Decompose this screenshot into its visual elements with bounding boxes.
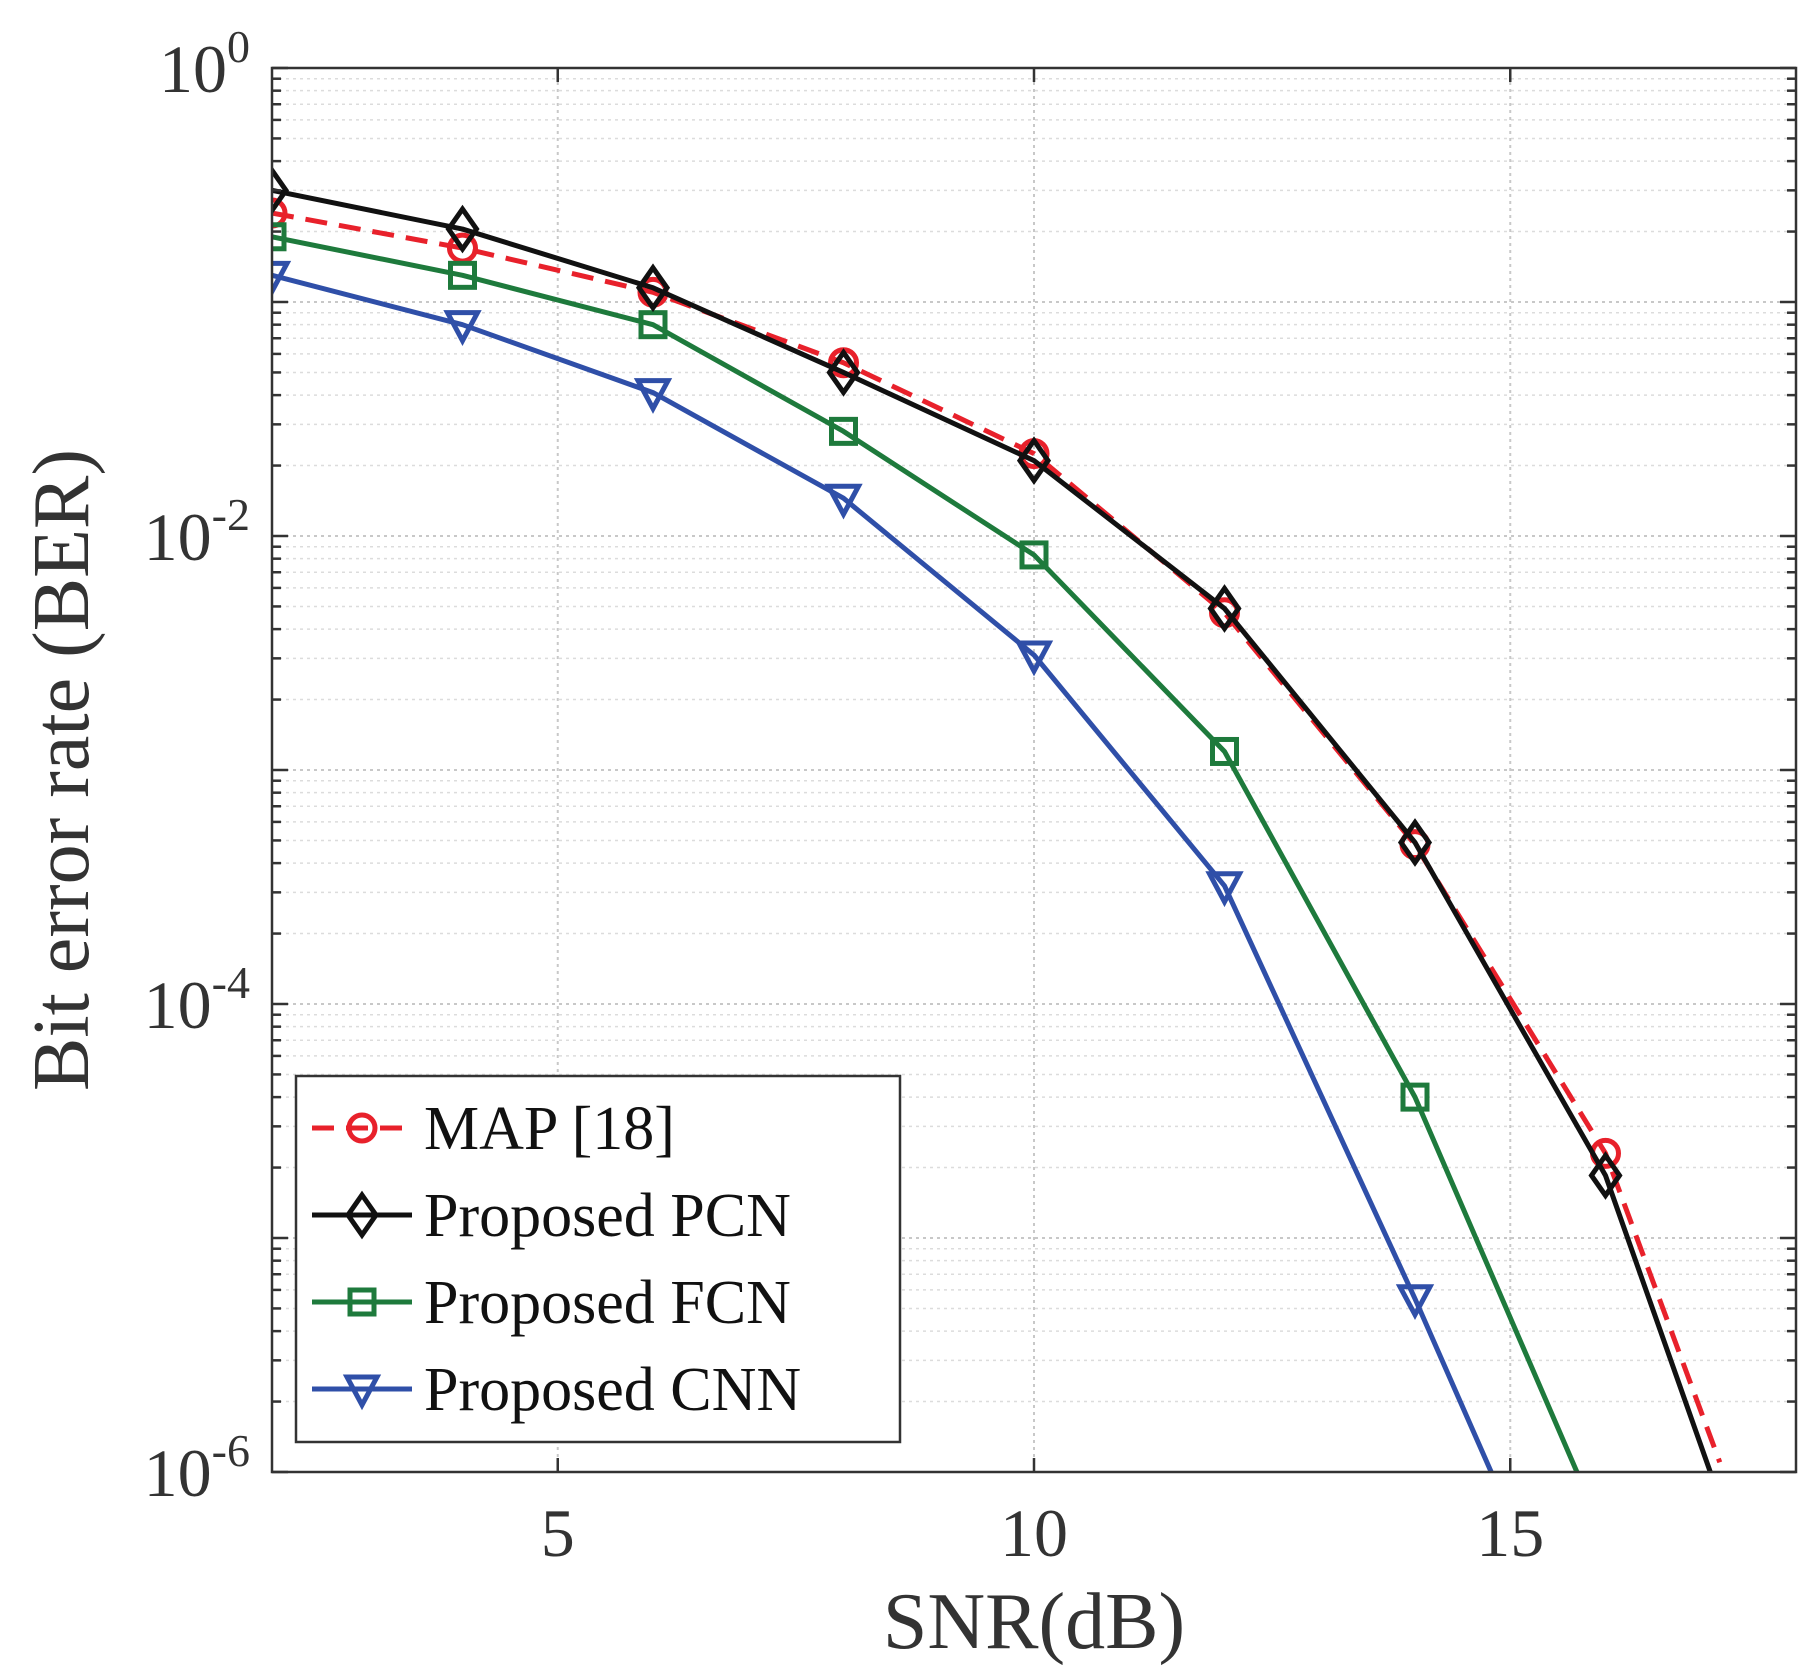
legend: MAP [18] Proposed PCN Proposed FCN Proposed…	[294, 1074, 902, 1444]
x-tick-label: 10	[1000, 1495, 1068, 1571]
data-point-marker	[824, 483, 863, 520]
data-point-marker	[272, 260, 292, 297]
series-line	[272, 234, 1580, 1472]
data-point-marker	[448, 260, 477, 290]
y-tick-exponent: 0	[227, 21, 250, 72]
legend-marker	[342, 1374, 382, 1411]
legend-marker	[344, 1190, 380, 1240]
data-point-marker	[272, 222, 287, 252]
data-point-marker	[1395, 1284, 1435, 1321]
series-proposed-fcn	[272, 222, 1580, 1472]
legend-item: Proposed PCN	[312, 1182, 791, 1250]
data-point-marker	[1019, 540, 1049, 570]
series-layer	[272, 165, 1723, 1472]
data-point-marker	[826, 348, 861, 397]
data-point-marker	[1210, 736, 1239, 766]
legend-label: Proposed CNN	[424, 1356, 801, 1424]
data-point-marker	[1588, 1151, 1623, 1200]
legend-box	[294, 1074, 902, 1444]
series-proposed-cnn	[272, 260, 1494, 1472]
legend-label: MAP [18]	[424, 1095, 675, 1163]
data-point-marker	[829, 416, 858, 446]
y-axis-label: Bit error rate (BER)	[18, 449, 106, 1091]
y-tick-base: 10	[159, 31, 227, 107]
y-tick-base: 10	[144, 967, 212, 1043]
legend-label: Proposed FCN	[424, 1269, 791, 1337]
x-axis-label: SNR(dB)	[883, 1578, 1185, 1666]
y-tick-exponent: -2	[212, 489, 250, 540]
data-point-marker	[1016, 436, 1052, 485]
y-tick-exponent: -6	[212, 1425, 250, 1476]
x-tick-label: 15	[1476, 1495, 1544, 1571]
y-tick-label: 10-6	[144, 1425, 250, 1511]
y-tick-label: 10-2	[144, 489, 250, 575]
y-tick-exponent: -4	[212, 957, 250, 1008]
legend-marker	[346, 1112, 378, 1144]
data-point-marker	[1205, 871, 1244, 908]
data-point-marker	[633, 378, 673, 414]
data-point-marker	[1014, 640, 1054, 677]
series-line	[272, 187, 1713, 1472]
data-point-marker	[443, 310, 482, 346]
legend-label: Proposed PCN	[424, 1182, 791, 1250]
y-tick-label: 10-4	[144, 957, 250, 1043]
data-point-marker	[1397, 818, 1433, 867]
data-point-marker	[638, 310, 668, 340]
series-line	[272, 272, 1494, 1472]
tick-layer	[272, 66, 1796, 1474]
y-tick-base: 10	[144, 1435, 212, 1511]
x-tick-label: 5	[541, 1495, 575, 1571]
legend-item: MAP [18]	[312, 1095, 675, 1163]
legend-marker	[347, 1287, 377, 1317]
series-line	[272, 210, 1723, 1464]
data-point-marker	[1400, 1082, 1430, 1112]
legend-item: Proposed FCN	[312, 1269, 791, 1337]
data-point-marker	[635, 263, 671, 313]
data-point-marker	[1207, 584, 1242, 633]
data-point-marker	[272, 197, 288, 229]
y-tick-label: 100	[159, 21, 250, 107]
series-proposed-pcn	[272, 165, 1713, 1472]
y-tick-base: 10	[144, 499, 212, 575]
legend-item: Proposed CNN	[312, 1356, 801, 1424]
data-point-marker	[445, 204, 480, 254]
data-point-marker	[272, 165, 290, 215]
